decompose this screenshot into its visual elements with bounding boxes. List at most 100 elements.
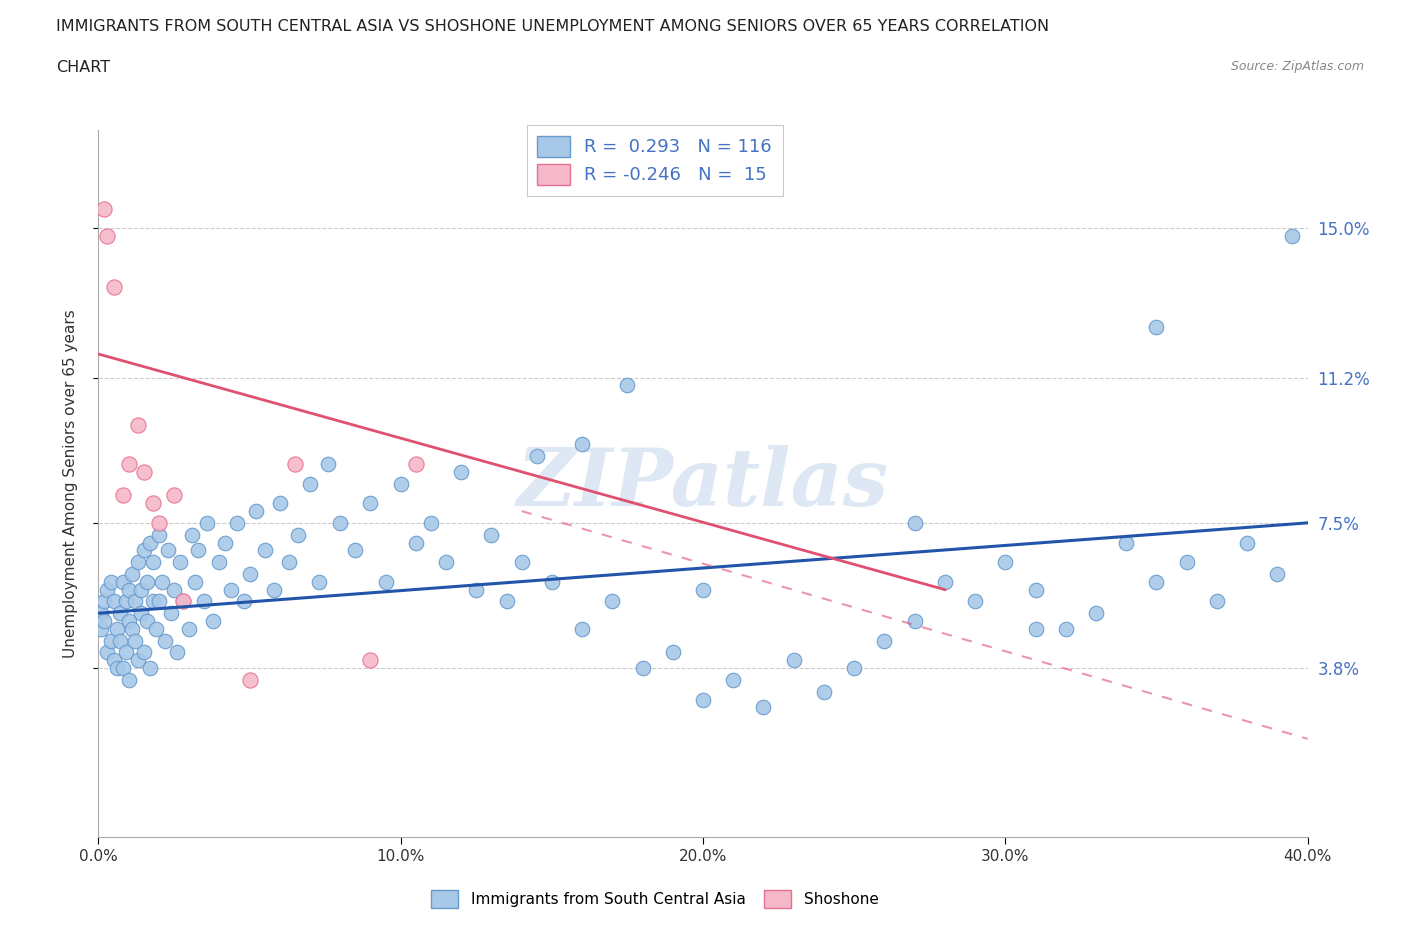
Point bbox=[163, 488, 186, 503]
Point bbox=[142, 554, 165, 569]
Point bbox=[253, 543, 276, 558]
Point bbox=[118, 582, 141, 597]
Point bbox=[510, 554, 533, 569]
Point bbox=[226, 515, 249, 530]
Point bbox=[187, 543, 209, 558]
Point bbox=[269, 496, 291, 511]
Point bbox=[1236, 535, 1258, 550]
Point bbox=[127, 554, 149, 569]
Point bbox=[139, 535, 162, 550]
Point bbox=[148, 594, 170, 609]
Point bbox=[214, 535, 236, 550]
Point bbox=[195, 515, 218, 530]
Point bbox=[96, 645, 118, 660]
Point bbox=[616, 378, 638, 392]
Point bbox=[145, 621, 167, 636]
Point bbox=[132, 464, 155, 479]
Point bbox=[245, 504, 267, 519]
Point bbox=[118, 672, 141, 687]
Point bbox=[93, 594, 115, 609]
Point bbox=[344, 543, 367, 558]
Point bbox=[1054, 621, 1077, 636]
Point bbox=[193, 594, 215, 609]
Point bbox=[783, 653, 806, 668]
Point bbox=[434, 554, 457, 569]
Point bbox=[904, 614, 927, 629]
Point bbox=[263, 582, 285, 597]
Point bbox=[118, 457, 141, 472]
Point bbox=[108, 605, 131, 620]
Point bbox=[1144, 319, 1167, 334]
Point bbox=[813, 684, 835, 699]
Point bbox=[93, 201, 115, 216]
Point bbox=[308, 575, 330, 590]
Point bbox=[1115, 535, 1137, 550]
Point bbox=[166, 645, 188, 660]
Point bbox=[374, 575, 396, 590]
Point bbox=[526, 448, 548, 463]
Point bbox=[163, 582, 186, 597]
Point bbox=[316, 457, 339, 472]
Point bbox=[221, 582, 243, 597]
Point bbox=[148, 515, 170, 530]
Point bbox=[96, 229, 118, 244]
Point bbox=[465, 582, 488, 597]
Point bbox=[284, 457, 307, 472]
Point bbox=[723, 672, 745, 687]
Point bbox=[692, 692, 714, 707]
Point bbox=[105, 660, 128, 675]
Point bbox=[184, 575, 207, 590]
Point bbox=[965, 594, 987, 609]
Point bbox=[160, 605, 183, 620]
Point bbox=[111, 488, 134, 503]
Point bbox=[156, 543, 179, 558]
Point bbox=[142, 594, 165, 609]
Point bbox=[90, 621, 112, 636]
Point bbox=[127, 653, 149, 668]
Point bbox=[114, 594, 136, 609]
Point bbox=[103, 594, 125, 609]
Point bbox=[277, 554, 299, 569]
Point bbox=[132, 543, 155, 558]
Point bbox=[299, 476, 322, 491]
Point bbox=[389, 476, 412, 491]
Point bbox=[1175, 554, 1198, 569]
Point bbox=[495, 594, 517, 609]
Text: ZIPatlas: ZIPatlas bbox=[517, 445, 889, 523]
Point bbox=[1267, 566, 1289, 581]
Point bbox=[179, 621, 201, 636]
Point bbox=[139, 660, 162, 675]
Point bbox=[202, 614, 225, 629]
Point bbox=[111, 575, 134, 590]
Point bbox=[118, 614, 141, 629]
Point bbox=[360, 653, 382, 668]
Point bbox=[420, 515, 443, 530]
Point bbox=[994, 554, 1017, 569]
Point bbox=[692, 582, 714, 597]
Point bbox=[287, 527, 309, 542]
Point bbox=[239, 672, 262, 687]
Point bbox=[602, 594, 624, 609]
Point bbox=[873, 633, 896, 648]
Point bbox=[934, 575, 956, 590]
Point bbox=[169, 554, 191, 569]
Point bbox=[142, 496, 165, 511]
Point bbox=[405, 457, 427, 472]
Point bbox=[108, 633, 131, 648]
Point bbox=[105, 621, 128, 636]
Point bbox=[752, 700, 775, 715]
Point bbox=[135, 575, 157, 590]
Point bbox=[100, 633, 122, 648]
Point bbox=[93, 614, 115, 629]
Point bbox=[571, 621, 593, 636]
Point bbox=[129, 605, 152, 620]
Point bbox=[132, 645, 155, 660]
Point bbox=[631, 660, 654, 675]
Point bbox=[360, 496, 382, 511]
Point bbox=[904, 515, 927, 530]
Point bbox=[153, 633, 176, 648]
Point bbox=[1024, 582, 1046, 597]
Point bbox=[405, 535, 427, 550]
Point bbox=[232, 594, 254, 609]
Point bbox=[111, 660, 134, 675]
